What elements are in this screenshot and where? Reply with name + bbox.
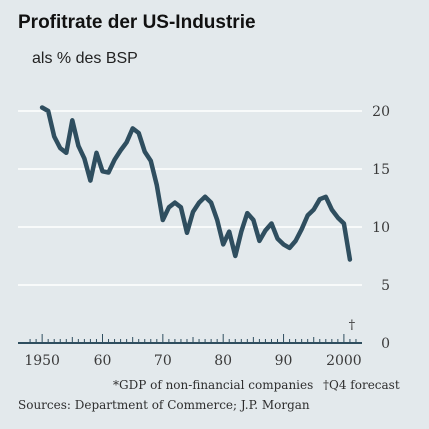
chart-title: Profitrate der US-Industrie [18,12,256,33]
series-line [39,105,353,262]
y-tick-label: 15 [372,162,390,178]
x-tick-label: 60 [94,353,112,369]
x-tick-label: 80 [214,353,232,369]
forecast-note: †Q4 forecast [323,378,400,392]
x-tick-label: 90 [275,353,293,369]
y-tick-label: 20 [372,104,390,120]
x-tick-label: 2000 [326,353,362,369]
forecast-marker: † [349,318,356,333]
y-tick-label: 10 [372,220,390,236]
y-tick-label: 5 [381,278,390,294]
footnote: *GDP of non-financial companies [113,378,314,392]
sources-note: Sources: Department of Commerce; J.P. Mo… [18,398,310,412]
x-tick-label: 1950 [24,353,60,369]
x-tick-label: 70 [154,353,172,369]
chart-subtitle: als % des BSP [32,50,138,67]
y-tick-label: 0 [381,336,390,352]
